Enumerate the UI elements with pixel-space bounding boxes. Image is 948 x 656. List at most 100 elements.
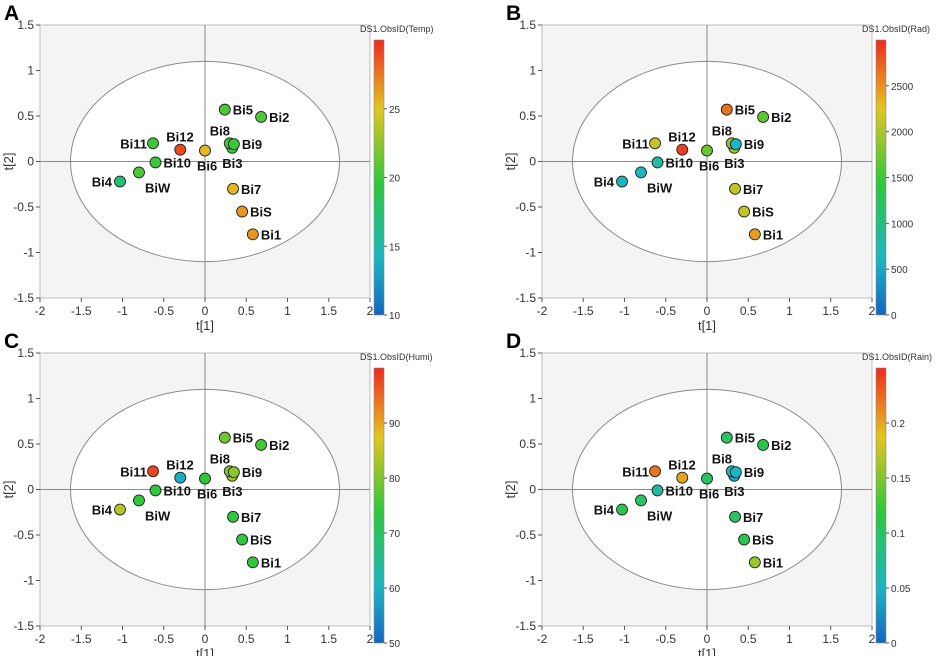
- y-tick-label: -1: [23, 246, 34, 260]
- y-tick-label: -1.5: [515, 619, 536, 633]
- point-label: Bi5: [233, 431, 253, 446]
- colorbar-tick-label: 500: [891, 265, 908, 276]
- y-tick-label: 1.5: [17, 346, 34, 360]
- colorbar: [373, 367, 385, 644]
- data-point-bi9: [729, 466, 742, 479]
- point-label: Bi5: [233, 103, 253, 118]
- point-label: Bi1: [261, 555, 281, 570]
- x-tick-label: 1: [284, 632, 291, 646]
- x-tick-label: 2: [869, 304, 876, 318]
- data-point-bi4: [616, 175, 628, 188]
- point-label: Bi10: [666, 483, 693, 498]
- x-tick-label: 0.5: [238, 632, 255, 646]
- data-point-bi6: [199, 144, 211, 157]
- point-label: BiW: [647, 180, 673, 195]
- panel-letter: D: [506, 330, 521, 353]
- y-tick-label: 0.5: [17, 437, 34, 451]
- data-point-bis: [236, 533, 249, 546]
- y-tick-label: 1.5: [519, 18, 536, 32]
- data-point-bi2: [255, 438, 268, 451]
- data-point-bi5: [218, 103, 231, 116]
- y-tick-label: -1.5: [13, 291, 34, 305]
- data-point-bi10: [149, 484, 162, 497]
- colorbar-tick-label: 60: [389, 584, 401, 595]
- colorbar-title: DS1.ObsID(Rad): [862, 24, 930, 34]
- colorbar-tick-label: 25: [389, 105, 401, 116]
- colorbar-tick-label: 1000: [891, 219, 914, 230]
- x-tick-label: 1: [786, 632, 793, 646]
- x-tick-label: 2: [367, 304, 374, 318]
- colorbar-title: DS1.ObsID(Rain): [862, 352, 932, 362]
- point-label: Bi7: [743, 182, 763, 197]
- point-label: Bi1: [763, 227, 783, 242]
- data-point-bi4: [616, 503, 628, 516]
- x-tick-label: 0.5: [740, 304, 757, 318]
- x-tick-label: 1.5: [822, 304, 839, 318]
- x-tick-label: -2: [537, 632, 548, 646]
- colorbar-tick-label: 50: [389, 639, 401, 650]
- point-label: Bi7: [241, 182, 261, 197]
- point-label: Bi2: [771, 110, 791, 125]
- y-tick-label: -0.5: [13, 200, 34, 214]
- x-tick-label: -2: [35, 304, 46, 318]
- point-label: Bi6: [197, 487, 217, 502]
- point-label: Bi5: [735, 103, 755, 118]
- point-label: Bi5: [735, 431, 755, 446]
- point-label: Bi7: [241, 510, 261, 525]
- x-tick-label: -1: [619, 632, 630, 646]
- data-point-bi9: [227, 466, 240, 479]
- y-tick-label: 0.5: [519, 109, 536, 123]
- y-tick-label: 0.5: [519, 437, 536, 451]
- point-label: Bi11: [622, 464, 649, 479]
- colorbar-tick-label: 0: [891, 311, 897, 322]
- point-label: Bi3: [724, 484, 744, 499]
- y-tick-label: 1: [27, 392, 34, 406]
- x-tick-label: -1: [619, 304, 630, 318]
- y-axis-label: t[2]: [1, 152, 16, 170]
- data-point-bis: [738, 533, 751, 546]
- point-label: Bi9: [744, 137, 764, 152]
- colorbar-tick-label: 0: [891, 639, 897, 650]
- data-point-bi1: [748, 228, 761, 241]
- colorbar-tick-label: 0.1: [891, 529, 905, 540]
- point-label: Bi3: [222, 484, 242, 499]
- point-label: Bi11: [120, 464, 147, 479]
- colorbar-tick-label: 0.2: [891, 419, 905, 430]
- colorbar-title: DS1.ObsID(Humi): [360, 352, 433, 362]
- colorbar-tick-label: 1500: [891, 174, 914, 185]
- y-tick-label: 0.5: [17, 109, 34, 123]
- point-label: Bi10: [164, 155, 191, 170]
- x-tick-label: -1.5: [573, 632, 594, 646]
- y-tick-label: 1: [529, 64, 536, 78]
- point-label: Bi11: [120, 136, 147, 151]
- x-tick-label: -0.5: [655, 632, 676, 646]
- y-tick-label: 0: [27, 155, 34, 169]
- data-point-bi1: [246, 556, 259, 569]
- point-label: BiS: [250, 205, 272, 220]
- x-tick-label: 1.5: [822, 632, 839, 646]
- x-axis-label: t[1]: [698, 646, 716, 656]
- x-axis-label: t[1]: [196, 318, 214, 333]
- x-tick-label: 0.5: [238, 304, 255, 318]
- x-tick-label: 0: [202, 304, 209, 318]
- data-point-bi11: [649, 137, 661, 150]
- x-tick-label: -0.5: [153, 304, 174, 318]
- data-point-biw: [635, 494, 647, 507]
- point-label: Bi9: [744, 465, 764, 480]
- data-point-biw: [133, 166, 145, 179]
- y-tick-label: -1.5: [13, 619, 34, 633]
- colorbar-tick-label: 10: [389, 311, 401, 322]
- data-point-bi1: [748, 556, 761, 569]
- panel-d: D-2 -1.5 -1 -0.5 0 0.5 1 1.5 2-1.5-1-0.500.511.5…: [503, 330, 932, 656]
- x-tick-label: 0: [202, 632, 209, 646]
- data-point-bi7: [729, 510, 742, 523]
- x-axis-label: t[1]: [698, 318, 716, 333]
- point-label: Bi12: [668, 130, 695, 145]
- data-point-bi2: [255, 110, 268, 123]
- y-tick-label: 1.5: [519, 346, 536, 360]
- x-tick-label: 0.5: [740, 632, 757, 646]
- x-tick-label: 1: [786, 304, 793, 318]
- data-point-bi12: [174, 143, 187, 156]
- y-tick-label: -0.5: [515, 200, 536, 214]
- data-point-bi12: [676, 471, 689, 484]
